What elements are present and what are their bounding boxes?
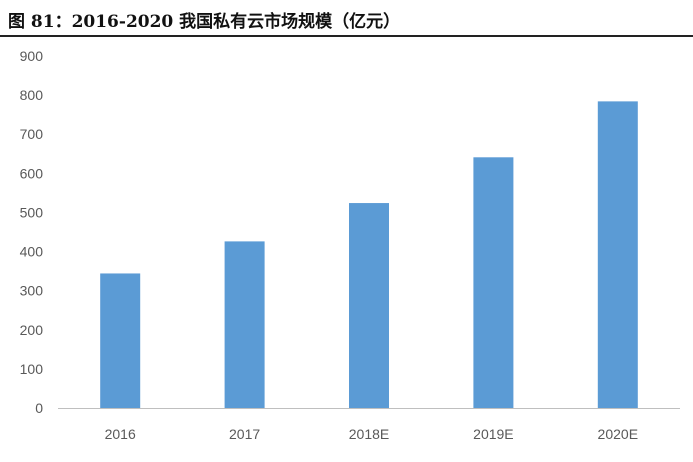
y-tick-label: 0 [35, 400, 43, 416]
bar-2017 [224, 241, 265, 408]
bar-2020E [597, 101, 638, 408]
y-tick-label: 700 [20, 126, 44, 142]
x-tick-label: 2019E [473, 426, 513, 442]
figure-title: 图 81：2016-2020 我国私有云市场规模（亿元） [8, 12, 401, 32]
bar-series [100, 101, 638, 408]
y-tick-label: 600 [20, 165, 44, 181]
bar-2019E [473, 157, 514, 408]
y-tick-label: 500 [20, 204, 44, 220]
title-rule [0, 35, 693, 37]
bar-2016 [100, 273, 141, 408]
y-tick-label: 900 [20, 48, 44, 64]
y-tick-label: 800 [20, 87, 44, 103]
y-tick-label: 400 [20, 244, 44, 260]
figure-header: 图 81：2016-2020 我国私有云市场规模（亿元） [0, 0, 693, 38]
x-tick-label: 2020E [598, 426, 638, 442]
x-tick-label: 2017 [229, 426, 260, 442]
y-tick-label: 200 [20, 322, 44, 338]
y-tick-label: 300 [20, 283, 44, 299]
x-tick-label: 2018E [349, 426, 389, 442]
y-tick-label: 100 [20, 361, 44, 377]
bar-2018E [349, 203, 389, 408]
x-tick-label: 2016 [105, 426, 136, 442]
y-axis-ticks: 0 100 200 300 400 500 600 700 800 900 [20, 48, 44, 416]
x-axis-ticks: 2016 2017 2018E 2019E 2020E [105, 426, 638, 442]
